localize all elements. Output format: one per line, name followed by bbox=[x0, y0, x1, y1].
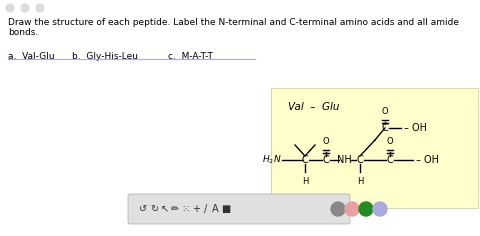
Circle shape bbox=[345, 202, 359, 216]
Text: c.  M-A-T-T: c. M-A-T-T bbox=[168, 52, 213, 61]
Text: O: O bbox=[382, 107, 388, 116]
Circle shape bbox=[6, 4, 14, 12]
Text: Val  –  Glu: Val – Glu bbox=[288, 102, 339, 112]
Circle shape bbox=[331, 202, 345, 216]
Text: O: O bbox=[323, 137, 329, 146]
Text: ⁙: ⁙ bbox=[181, 204, 189, 214]
Text: A: A bbox=[212, 204, 218, 214]
Text: ↺: ↺ bbox=[139, 204, 147, 214]
Text: ■: ■ bbox=[221, 204, 230, 214]
Text: C: C bbox=[382, 123, 388, 133]
Text: +: + bbox=[192, 204, 200, 214]
FancyBboxPatch shape bbox=[128, 194, 350, 224]
Text: – OH: – OH bbox=[416, 155, 439, 165]
Circle shape bbox=[359, 202, 373, 216]
Text: H: H bbox=[357, 177, 363, 186]
Text: Draw the structure of each peptide. Label the N-terminal and C-terminal amino ac: Draw the structure of each peptide. Labe… bbox=[8, 18, 459, 37]
Circle shape bbox=[373, 202, 387, 216]
Text: C: C bbox=[323, 155, 329, 165]
Text: $H_2N$: $H_2N$ bbox=[263, 154, 282, 166]
Text: ↻: ↻ bbox=[150, 204, 158, 214]
Text: /: / bbox=[204, 204, 208, 214]
Text: C: C bbox=[301, 155, 308, 165]
Bar bbox=[271, 88, 478, 208]
Text: C: C bbox=[357, 155, 363, 165]
Text: ✏: ✏ bbox=[171, 204, 179, 214]
Text: NH: NH bbox=[336, 155, 351, 165]
Text: O: O bbox=[387, 137, 393, 146]
Text: H: H bbox=[302, 177, 308, 186]
Text: – OH: – OH bbox=[404, 123, 427, 133]
Text: a.  Val-Glu: a. Val-Glu bbox=[8, 52, 55, 61]
Text: ↖: ↖ bbox=[161, 204, 169, 214]
Circle shape bbox=[21, 4, 29, 12]
Text: C: C bbox=[386, 155, 394, 165]
Circle shape bbox=[36, 4, 44, 12]
Text: b.  Gly-His-Leu: b. Gly-His-Leu bbox=[72, 52, 138, 61]
